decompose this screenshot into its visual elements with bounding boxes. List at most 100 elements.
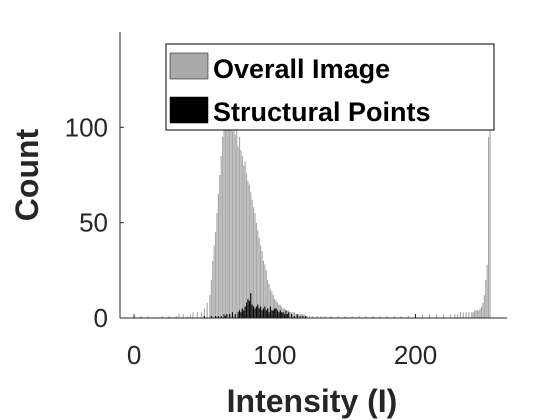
structural-points-bar bbox=[283, 314, 286, 318]
overall-image-bar bbox=[428, 314, 431, 318]
overall-image-bar bbox=[309, 316, 311, 318]
axes bbox=[119, 32, 507, 319]
structural-points-bar bbox=[223, 314, 225, 318]
structural-points-bar bbox=[276, 310, 279, 318]
overall-image-bar bbox=[250, 192, 252, 318]
structural-points-bar bbox=[286, 314, 288, 318]
overall-image-bar bbox=[244, 161, 246, 318]
overall-image-bar bbox=[212, 260, 214, 318]
legend-label-overall-image: Overall Image bbox=[213, 54, 390, 84]
legend-box bbox=[165, 43, 495, 131]
overall-image-bar bbox=[400, 316, 402, 318]
overall-image-bar bbox=[454, 314, 456, 318]
overall-image-bar bbox=[168, 316, 170, 318]
structural-points-bars bbox=[203, 293, 307, 318]
overall-image-bar bbox=[203, 308, 205, 318]
structural-points-bar bbox=[279, 310, 281, 318]
overall-image-bar bbox=[265, 270, 267, 318]
overall-image-bar bbox=[421, 314, 424, 318]
structural-points-bar bbox=[252, 306, 255, 318]
structural-points-bar bbox=[250, 293, 252, 318]
overall-image-bar bbox=[365, 316, 367, 318]
overall-image-bar bbox=[320, 316, 322, 318]
overall-image-bar bbox=[237, 146, 239, 318]
structural-points-bar bbox=[274, 308, 276, 318]
structural-points-bar bbox=[217, 316, 219, 318]
overall-image-bar bbox=[254, 213, 256, 318]
overall-image-bar bbox=[222, 136, 224, 318]
overall-image-bar bbox=[224, 119, 226, 319]
overall-image-bar bbox=[407, 316, 409, 318]
overall-image-bar bbox=[482, 302, 484, 318]
overall-image-bar bbox=[269, 289, 272, 318]
overall-image-bar bbox=[386, 316, 388, 318]
overall-image-bar bbox=[260, 245, 262, 318]
overall-image-bar bbox=[268, 283, 270, 318]
structural-points-bar bbox=[231, 312, 234, 318]
x-tick-label: 200 bbox=[394, 340, 437, 370]
overall-image-bar bbox=[213, 245, 215, 318]
structural-points-bar bbox=[269, 306, 272, 318]
structural-points-bar bbox=[214, 316, 217, 318]
structural-points-bar bbox=[288, 312, 290, 318]
overall-image-bar bbox=[483, 295, 485, 318]
overall-image-bar bbox=[488, 136, 490, 318]
overall-image-bar bbox=[312, 316, 314, 318]
structural-points-bar bbox=[226, 314, 228, 318]
overall-image-bar bbox=[209, 295, 211, 318]
overall-image-bar bbox=[252, 207, 255, 318]
structural-points-bar bbox=[251, 304, 253, 318]
overall-image-bar bbox=[486, 264, 488, 318]
overall-image-bar bbox=[220, 155, 222, 318]
overall-image-bar bbox=[289, 312, 291, 318]
overall-image-bar bbox=[358, 316, 360, 318]
overall-image-bar bbox=[316, 316, 318, 318]
overall-image-bar bbox=[465, 312, 467, 318]
structural-points-bar bbox=[261, 310, 263, 318]
overall-image-bar bbox=[216, 213, 218, 318]
structural-points-bar bbox=[268, 312, 270, 318]
overall-image-bar bbox=[240, 150, 242, 318]
overall-image-bar bbox=[200, 312, 203, 318]
ticks: 0 100 200 0 50 100 bbox=[65, 112, 438, 370]
structural-points-bar bbox=[285, 310, 287, 318]
overall-image-bar bbox=[257, 230, 259, 318]
overall-image-bar bbox=[457, 314, 459, 318]
overall-image-bar bbox=[255, 222, 257, 318]
overall-image-bar bbox=[189, 314, 191, 318]
x-axis-title: Intensity (I) bbox=[227, 383, 398, 419]
overall-image-bar bbox=[226, 112, 228, 318]
structural-points-bar bbox=[260, 306, 262, 318]
structural-points-bar bbox=[264, 306, 266, 318]
overall-image-bar bbox=[234, 134, 236, 318]
structural-points-bar bbox=[240, 312, 242, 318]
structural-points-bar bbox=[210, 316, 212, 318]
overall-image-bar bbox=[478, 310, 480, 318]
y-axis-title: Count bbox=[9, 128, 45, 221]
overall-image-bar bbox=[293, 312, 295, 318]
structural-points-bar bbox=[241, 308, 243, 318]
overall-image-bar bbox=[245, 173, 248, 318]
x-tick-label: 0 bbox=[127, 340, 141, 370]
structural-points-bar bbox=[238, 310, 241, 318]
overall-image-bar bbox=[489, 51, 491, 318]
overall-image-bar bbox=[161, 316, 163, 318]
legend-swatch-overall-image bbox=[169, 52, 209, 80]
structural-points-bar bbox=[272, 310, 274, 318]
structural-points-bar bbox=[258, 308, 260, 318]
legend-label-structural-points: Structural Points bbox=[213, 97, 431, 127]
overall-image-bar bbox=[241, 155, 243, 318]
overall-image-bar bbox=[261, 251, 263, 318]
structural-points-bar bbox=[245, 302, 248, 318]
structural-points-bar bbox=[290, 314, 293, 318]
overall-image-bar bbox=[485, 279, 487, 318]
overall-image-bar bbox=[229, 127, 231, 318]
overall-image-bar bbox=[236, 127, 238, 318]
overall-image-bar bbox=[231, 131, 234, 318]
y-tick-label: 100 bbox=[65, 112, 108, 142]
overall-image-bar bbox=[435, 314, 438, 318]
overall-image-bar bbox=[247, 180, 249, 318]
structural-points-bar bbox=[305, 316, 307, 318]
y-tick-label: 0 bbox=[94, 303, 108, 333]
structural-points-bar bbox=[271, 310, 273, 318]
